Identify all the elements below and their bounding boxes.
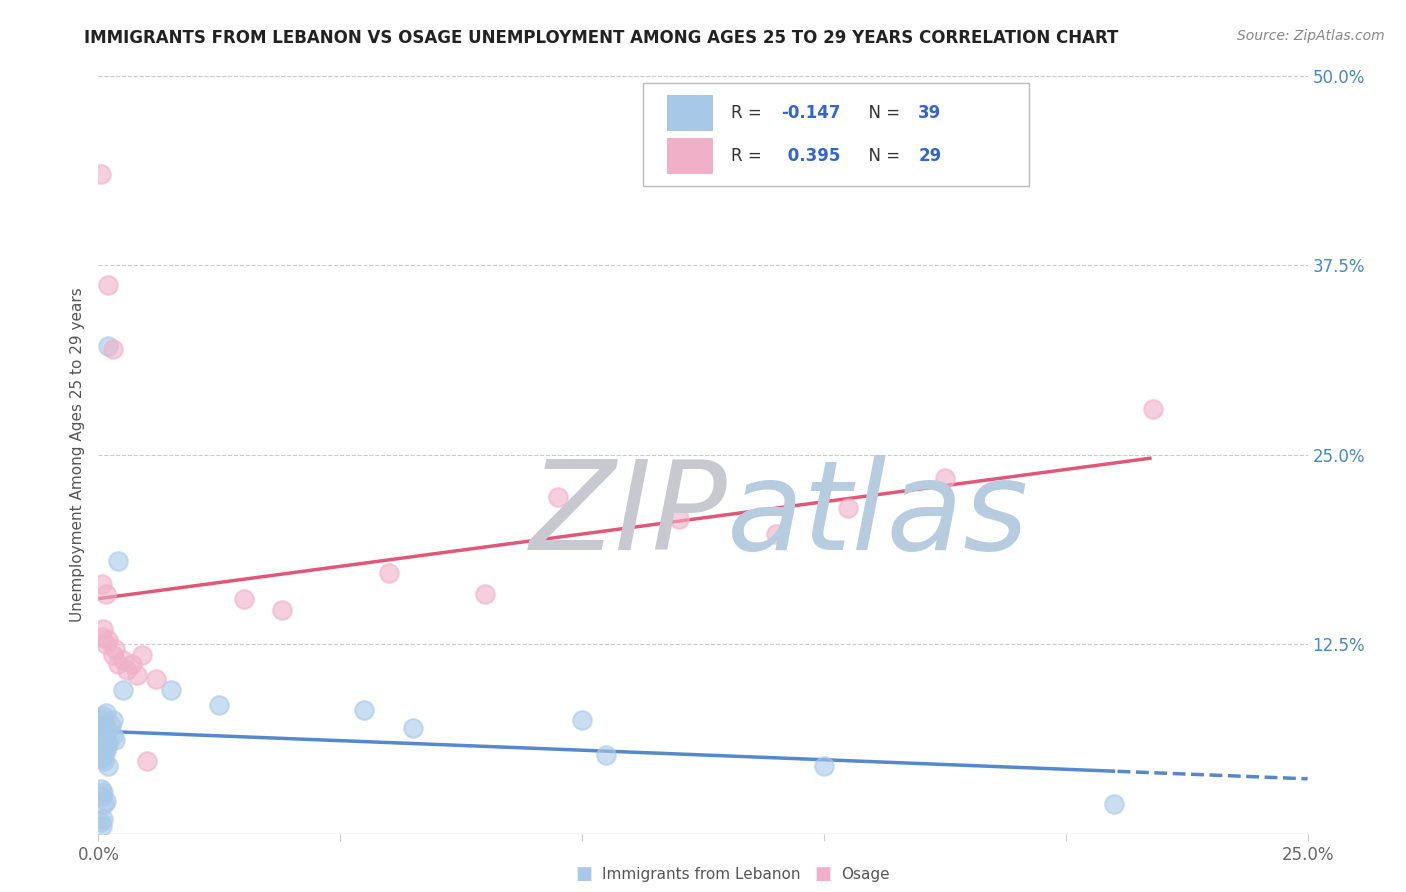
Point — [837, 500, 859, 515]
Point — [107, 554, 129, 568]
FancyBboxPatch shape — [666, 138, 713, 175]
Point — [474, 587, 496, 601]
Point — [813, 758, 835, 772]
Point — [94, 721, 117, 735]
Point — [90, 168, 112, 182]
Point — [97, 278, 120, 293]
Point — [353, 703, 375, 717]
Point — [94, 744, 117, 758]
Text: Osage: Osage — [841, 867, 890, 881]
Point — [90, 814, 112, 829]
Text: N =: N = — [858, 103, 905, 122]
Point — [97, 632, 120, 647]
Point — [111, 653, 134, 667]
Text: 29: 29 — [918, 147, 942, 165]
Point — [121, 657, 143, 672]
FancyBboxPatch shape — [643, 83, 1029, 186]
Point — [91, 784, 114, 798]
Point — [145, 673, 167, 687]
Point — [94, 794, 117, 808]
Point — [97, 758, 120, 772]
Text: IMMIGRANTS FROM LEBANON VS OSAGE UNEMPLOYMENT AMONG AGES 25 TO 29 YEARS CORRELAT: IMMIGRANTS FROM LEBANON VS OSAGE UNEMPLO… — [84, 29, 1119, 46]
Point — [93, 733, 115, 747]
Point — [104, 642, 127, 657]
Point — [160, 683, 183, 698]
Text: Immigrants from Lebanon: Immigrants from Lebanon — [602, 867, 800, 881]
Point — [101, 728, 124, 742]
Point — [232, 592, 254, 607]
Point — [101, 714, 124, 728]
Point — [131, 648, 153, 662]
Point — [934, 471, 956, 485]
Point — [91, 630, 114, 644]
Point — [765, 526, 787, 541]
Point — [595, 748, 617, 763]
Text: R =: R = — [731, 103, 766, 122]
Point — [91, 708, 114, 723]
Point — [91, 723, 114, 738]
Point — [271, 602, 294, 616]
Point — [104, 733, 127, 747]
Text: Source: ZipAtlas.com: Source: ZipAtlas.com — [1237, 29, 1385, 43]
Text: ZIP: ZIP — [529, 455, 727, 576]
Point — [93, 754, 115, 768]
Text: 39: 39 — [918, 103, 942, 122]
Point — [111, 683, 134, 698]
Point — [94, 637, 117, 651]
Text: -0.147: -0.147 — [782, 103, 841, 122]
Text: 0.395: 0.395 — [782, 147, 839, 165]
Point — [1102, 797, 1125, 811]
Point — [90, 781, 112, 796]
Point — [91, 623, 114, 637]
Y-axis label: Unemployment Among Ages 25 to 29 years: Unemployment Among Ages 25 to 29 years — [69, 287, 84, 623]
Point — [117, 663, 139, 677]
Point — [402, 721, 425, 735]
Point — [100, 718, 122, 732]
Point — [91, 728, 114, 742]
Text: atlas: atlas — [727, 455, 1029, 576]
Point — [91, 789, 114, 804]
Point — [127, 667, 149, 681]
Point — [97, 723, 120, 738]
Point — [97, 339, 120, 353]
Point — [571, 714, 593, 728]
Point — [91, 748, 114, 763]
Text: R =: R = — [731, 147, 766, 165]
Point — [94, 587, 117, 601]
Point — [91, 812, 114, 826]
Point — [96, 739, 118, 753]
Text: N =: N = — [858, 147, 905, 165]
Point — [101, 648, 124, 662]
Point — [90, 714, 112, 728]
FancyBboxPatch shape — [666, 95, 713, 131]
Point — [208, 698, 231, 712]
Point — [135, 754, 157, 768]
Point — [101, 342, 124, 356]
Point — [668, 511, 690, 525]
Text: ■: ■ — [575, 865, 592, 883]
Point — [91, 820, 114, 834]
Point — [1142, 402, 1164, 417]
Point — [93, 718, 115, 732]
Point — [93, 797, 115, 811]
Point — [377, 566, 399, 581]
Point — [97, 736, 120, 750]
Point — [107, 657, 129, 672]
Point — [91, 576, 114, 591]
Point — [94, 706, 117, 720]
Point — [91, 751, 114, 765]
Text: ■: ■ — [814, 865, 831, 883]
Point — [547, 491, 569, 505]
